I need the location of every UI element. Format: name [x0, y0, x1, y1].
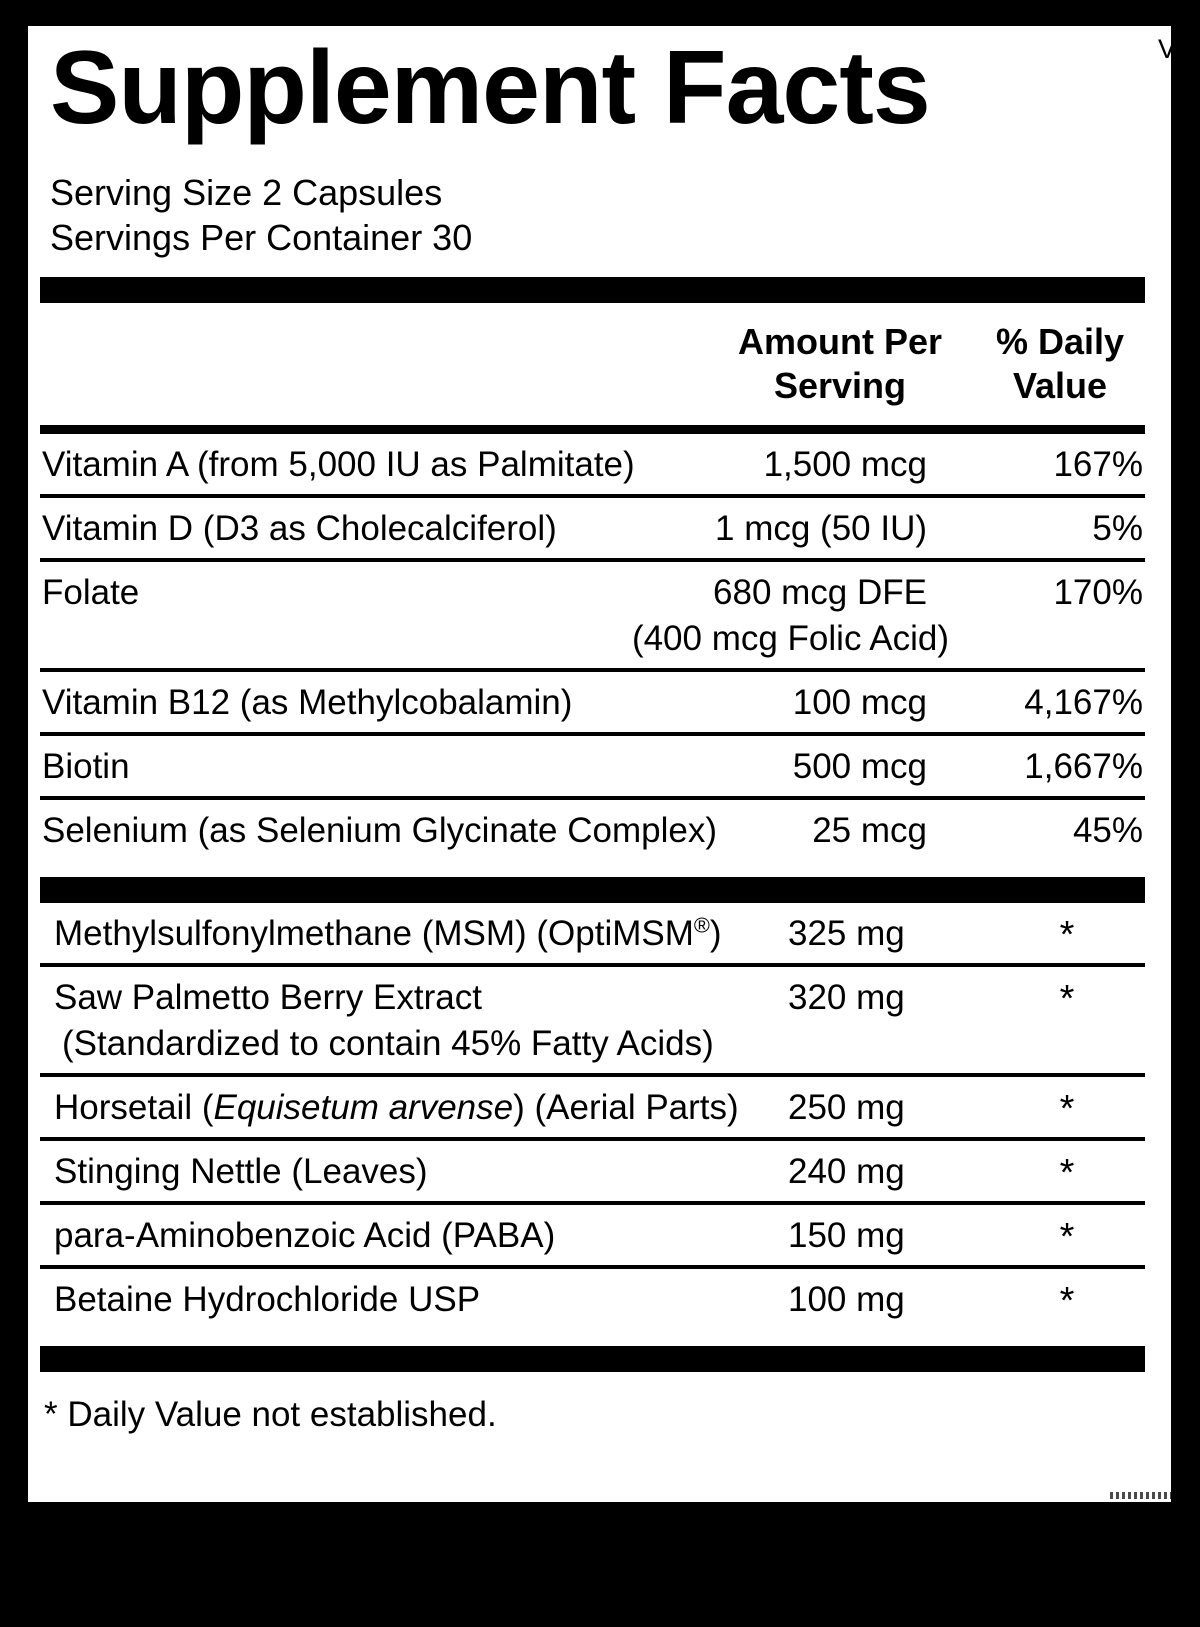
- table-row: Selenium (as Selenium Glycinate Complex)…: [40, 800, 1145, 860]
- ingredient-amount: 100 mg: [788, 1280, 905, 1319]
- ingredient-daily-value: *: [1059, 914, 1075, 956]
- nutrient-name: Biotin: [42, 747, 130, 786]
- registered-trademark-icon: ®: [693, 912, 710, 938]
- ingredient-name: Methylsulfonylmethane (MSM) (OptiMSM®): [54, 911, 722, 957]
- nutrient-amount-sub: (400 mcg Folic Acid): [631, 619, 949, 658]
- table-row: Methylsulfonylmethane (MSM) (OptiMSM®) 3…: [40, 903, 1145, 963]
- nutrient-daily-value: 170%: [1053, 573, 1143, 612]
- ingredient-amount: 250 mg: [788, 1088, 905, 1127]
- amount-header-line2: Serving: [773, 365, 907, 406]
- panel-inner-content: Supplement Facts V3 Serving Size 2 Capsu…: [40, 26, 1171, 1438]
- nutrient-amount: 100 mcg: [792, 683, 927, 722]
- nutrient-daily-value: 4,167%: [1024, 683, 1143, 722]
- column-header-row: Amount Per Serving % Daily Value: [40, 303, 1145, 425]
- divider-bar-top: [40, 277, 1145, 303]
- table-row: Horsetail (Equisetum arvense) (Aerial Pa…: [40, 1077, 1145, 1137]
- divider-heavy-below-headers: [40, 425, 1145, 434]
- ingredient-daily-value: *: [1059, 1216, 1075, 1258]
- daily-value-header: % Daily Value: [970, 320, 1150, 408]
- divider-bar-bottom: [40, 1346, 1145, 1372]
- ingredient-name-text: Methylsulfonylmethane (MSM) (OptiMSM: [54, 914, 694, 953]
- ingredient-name-post: ) (Aerial Parts): [513, 1088, 739, 1127]
- row-divider: [40, 1137, 1145, 1141]
- row-divider: [40, 796, 1145, 800]
- amount-per-serving-header: Amount Per Serving: [730, 320, 950, 408]
- nutrient-amount: 25 mcg: [812, 811, 927, 850]
- nutrient-name: Vitamin A (from 5,000 IU as Palmitate): [42, 445, 635, 484]
- table-row: Betaine Hydrochloride USP 100 mg *: [40, 1269, 1145, 1329]
- nutrient-amount: 680 mcg DFE: [713, 573, 927, 612]
- ingredient-name-pre: Horsetail (: [54, 1088, 214, 1127]
- ingredient-name: Horsetail (Equisetum arvense) (Aerial Pa…: [54, 1085, 739, 1131]
- ingredient-amount: 325 mg: [788, 914, 905, 953]
- serving-info-block: Serving Size 2 Capsules Servings Per Con…: [40, 150, 1145, 260]
- table-row: Stinging Nettle (Leaves) 240 mg *: [40, 1141, 1145, 1201]
- table-row: Biotin 500 mcg 1,667%: [40, 736, 1145, 796]
- dv-header-line1: % Daily: [995, 321, 1125, 362]
- table-row: Vitamin D (D3 as Cholecalciferol) 1 mcg …: [40, 498, 1145, 558]
- supplement-facts-panel: Supplement Facts V3 Serving Size 2 Capsu…: [28, 26, 1171, 1502]
- nutrient-daily-value: 167%: [1053, 445, 1143, 484]
- ingredient-daily-value: *: [1059, 1280, 1075, 1322]
- serving-size-text: Serving Size 2 Capsules: [50, 172, 443, 213]
- nutrient-amount: 1 mcg (50 IU): [715, 509, 927, 548]
- ingredient-name: Betaine Hydrochloride USP: [54, 1280, 481, 1319]
- nutrient-daily-value: 5%: [1092, 509, 1143, 548]
- nutrient-name: Vitamin D (D3 as Cholecalciferol): [42, 509, 557, 548]
- perforation-artifact: [1110, 1492, 1171, 1499]
- row-divider: [40, 1073, 1145, 1077]
- table-row: Vitamin B12 (as Methylcobalamin) 100 mcg…: [40, 672, 1145, 732]
- ingredient-amount: 240 mg: [788, 1152, 905, 1191]
- row-divider: [40, 494, 1145, 498]
- ingredient-botanical-latin-name: Equisetum arvense: [213, 1088, 514, 1127]
- ingredient-daily-value: *: [1059, 978, 1075, 1020]
- ingredient-name-sub: (Standardized to contain 45% Fatty Acids…: [62, 1024, 714, 1063]
- nutrient-daily-value: 1,667%: [1024, 747, 1143, 786]
- row-divider: [40, 1201, 1145, 1205]
- title-row: Supplement Facts V3: [40, 26, 1171, 150]
- table-row: Saw Palmetto Berry Extract (Standardized…: [40, 967, 1145, 1073]
- version-tag: V3: [1157, 34, 1171, 64]
- ingredient-daily-value: *: [1059, 1152, 1075, 1194]
- page-title: Supplement Facts: [50, 30, 931, 146]
- ingredient-name-text-post: ): [709, 914, 722, 953]
- table-row: para-Aminobenzoic Acid (PABA) 150 mg *: [40, 1205, 1145, 1265]
- amount-header-line1: Amount Per: [737, 321, 942, 362]
- ingredient-name: para-Aminobenzoic Acid (PABA): [54, 1216, 556, 1255]
- servings-per-container-text: Servings Per Container 30: [50, 217, 473, 258]
- nutrient-daily-value: 45%: [1072, 811, 1143, 850]
- daily-value-footnote: * Daily Value not established.: [44, 1395, 497, 1434]
- table-row: Vitamin A (from 5,000 IU as Palmitate) 1…: [40, 434, 1145, 494]
- nutrient-name: Selenium (as Selenium Glycinate Complex): [42, 811, 717, 850]
- row-divider: [40, 558, 1145, 562]
- nutrient-amount: 1,500 mcg: [763, 445, 927, 484]
- ingredient-daily-value: *: [1059, 1088, 1075, 1130]
- ingredient-name: Stinging Nettle (Leaves): [54, 1152, 428, 1191]
- nutrient-amount: 500 mcg: [792, 747, 927, 786]
- row-divider: [40, 1265, 1145, 1269]
- ingredient-amount: 150 mg: [788, 1216, 905, 1255]
- ingredient-amount: 320 mg: [788, 978, 905, 1017]
- dv-header-line2: Value: [1012, 365, 1108, 406]
- row-divider: [40, 963, 1145, 967]
- nutrient-name: Folate: [42, 573, 140, 612]
- table-row: Folate 680 mcg DFE (400 mcg Folic Acid) …: [40, 562, 1145, 668]
- row-divider: [40, 668, 1145, 672]
- ingredient-name: Saw Palmetto Berry Extract: [54, 978, 482, 1017]
- divider-bar-middle: [40, 877, 1145, 903]
- nutrient-name: Vitamin B12 (as Methylcobalamin): [42, 683, 573, 722]
- row-divider: [40, 732, 1145, 736]
